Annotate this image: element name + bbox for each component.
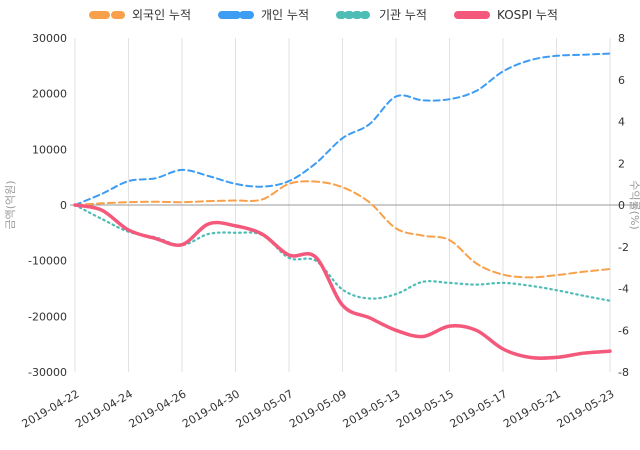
- left-axis-tick-label: -30000: [28, 366, 67, 379]
- institution-line-swatch-icon: [336, 10, 372, 19]
- right-axis-tick-label: 8: [618, 32, 625, 45]
- series-line-개인-누적: [74, 52, 611, 206]
- left-axis-tick-label: 30000: [32, 32, 67, 45]
- x-axis-tick-label: 2019-05-23: [555, 387, 617, 430]
- x-axis-tick-label: 2019-04-26: [127, 387, 189, 430]
- x-axis-tick-label: 2019-05-07: [234, 387, 296, 430]
- right-axis-tick-label: 2: [618, 157, 625, 170]
- right-axis-tick-label: -8: [618, 366, 629, 379]
- legend-item-kospi: KOSPI 누적: [453, 6, 558, 23]
- x-axis-tick-label: 2019-04-24: [73, 387, 135, 430]
- right-axis-tick-label: -2: [618, 241, 629, 254]
- right-axis-title: 수익률(%): [628, 180, 640, 229]
- series-line-KOSPI-누적: [73, 203, 612, 360]
- right-axis-tick-label: 0: [618, 199, 625, 212]
- right-axis-tick-label: -6: [618, 324, 629, 337]
- legend-item-foreigner: 외국인 누적: [88, 6, 191, 23]
- legend-label-kospi: KOSPI 누적: [496, 8, 558, 22]
- x-axis-tick-label: 2019-05-09: [287, 387, 349, 430]
- right-axis-tick-label: -4: [618, 283, 629, 296]
- kospi-line-swatch-icon: [453, 10, 490, 19]
- legend-label-institution: 기관 누적: [379, 8, 427, 22]
- x-axis-tick-label: 2019-05-13: [341, 387, 403, 430]
- chart-legend: 외국인 누적 개인 누적 기관 누적 KOSPI 누적: [88, 6, 558, 23]
- left-axis-title: 금액(억원): [4, 180, 17, 229]
- legend-item-institution: 기관 누적: [335, 6, 427, 23]
- foreigner-line-swatch-icon: [89, 10, 125, 19]
- legend-item-individual: 개인 누적: [217, 6, 309, 23]
- x-axis-tick-label: 2019-05-15: [394, 387, 456, 430]
- individual-line-swatch-icon: [218, 10, 255, 19]
- left-axis-tick-label: -10000: [28, 255, 67, 268]
- left-axis-tick-label: 10000: [32, 143, 67, 156]
- series-line-외국인-누적: [74, 180, 611, 279]
- right-axis-tick-label: 4: [618, 116, 625, 129]
- x-axis-tick-label: 2019-05-21: [501, 387, 563, 430]
- left-axis-tick-label: 0: [60, 199, 67, 212]
- left-axis-tick-label: 20000: [32, 88, 67, 101]
- x-axis-tick-label: 2019-04-22: [20, 387, 82, 430]
- x-axis-tick-label: 2019-04-30: [180, 387, 242, 430]
- left-axis-tick-label: -20000: [28, 310, 67, 323]
- legend-label-individual: 개인 누적: [261, 8, 309, 22]
- legend-label-foreigner: 외국인 누적: [132, 8, 192, 22]
- x-axis-tick-label: 2019-05-17: [448, 387, 510, 430]
- right-axis-tick-label: 6: [618, 74, 625, 87]
